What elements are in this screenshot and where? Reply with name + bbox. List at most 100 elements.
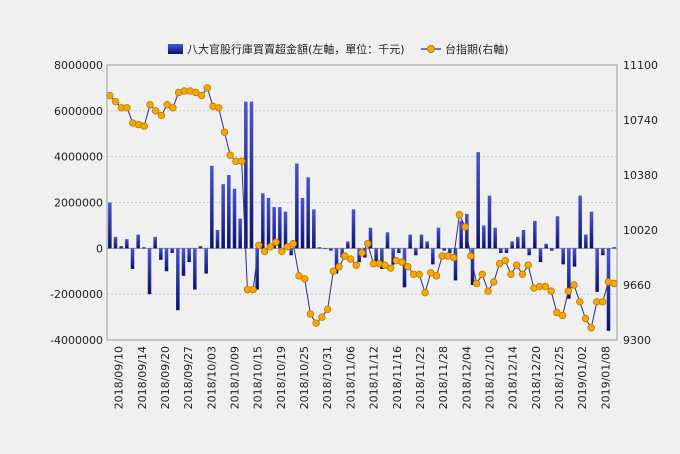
bar <box>238 218 242 249</box>
line-point <box>220 128 229 136</box>
line-point <box>495 259 504 268</box>
bar <box>419 234 424 249</box>
line-point <box>358 249 366 257</box>
line-point <box>455 211 464 219</box>
bar <box>300 197 305 249</box>
bar <box>595 248 599 292</box>
bar <box>555 216 560 249</box>
y-right-tick-label: 9300 <box>623 334 651 347</box>
legend: 八大官股行庫買賣超金額(左軸，單位：千元) 台指期(右軸) <box>168 42 509 56</box>
bar <box>255 248 259 290</box>
line-point <box>570 281 578 289</box>
bar <box>499 248 503 253</box>
bar <box>465 213 469 249</box>
x-tick-label: 2018/12/14 <box>507 346 520 409</box>
bar <box>272 207 276 249</box>
bar <box>215 230 220 249</box>
line-point <box>581 314 590 323</box>
y-left-tick-label: 4000000 <box>54 151 103 164</box>
bar <box>119 246 123 249</box>
bar <box>278 207 282 249</box>
line-point <box>449 253 458 262</box>
line-point <box>490 278 498 286</box>
x-tick-label: 2018/12/10 <box>484 346 497 409</box>
bar <box>193 248 197 290</box>
line-point <box>398 258 406 266</box>
line-point <box>289 240 297 248</box>
bar <box>550 248 554 251</box>
bar <box>601 248 605 256</box>
bar <box>351 209 356 249</box>
bar <box>334 248 339 274</box>
bar <box>176 248 180 311</box>
line-point <box>266 243 275 251</box>
bar <box>397 248 401 253</box>
bar <box>312 209 316 249</box>
bar <box>567 248 571 299</box>
bar <box>198 246 203 249</box>
bar <box>527 248 531 256</box>
bar <box>159 248 163 260</box>
line-point <box>427 269 435 277</box>
line-point <box>467 252 475 260</box>
bar <box>572 248 577 267</box>
line-point <box>323 305 332 314</box>
bar <box>323 248 327 250</box>
bar <box>459 220 463 249</box>
bar <box>516 236 520 249</box>
line-point <box>312 319 320 327</box>
line-point <box>255 241 263 249</box>
line-point <box>260 247 269 256</box>
bar <box>204 248 208 274</box>
bar <box>470 248 475 285</box>
line-point <box>163 101 171 109</box>
x-tick-label: 2019/01/02 <box>576 346 589 409</box>
bar <box>289 248 293 256</box>
line-point <box>558 311 567 320</box>
y-right-tick-label: 10740 <box>623 114 658 127</box>
bar <box>589 211 594 249</box>
axes: -4000000 -2000000 0 2000000 4000000 6000000 80… <box>50 59 658 409</box>
line-point <box>513 261 521 269</box>
line-point <box>192 88 200 97</box>
bar <box>221 184 225 249</box>
bar <box>164 248 169 272</box>
line-point <box>341 252 349 260</box>
bar <box>108 202 112 249</box>
bar <box>249 101 254 249</box>
y-right-tick-label: 10380 <box>623 169 658 182</box>
x-tick-label: 2018/10/03 <box>205 346 218 409</box>
x-tick-label: 2018/09/20 <box>159 346 172 409</box>
line-point <box>157 111 166 120</box>
line-point <box>404 262 412 271</box>
line-point <box>564 287 572 295</box>
bar <box>261 193 265 249</box>
line-point <box>352 261 360 269</box>
line-point <box>106 91 114 100</box>
line-point <box>226 151 234 159</box>
line-point <box>576 298 584 306</box>
bar <box>482 225 486 249</box>
line-point <box>215 104 223 112</box>
bar <box>425 241 429 249</box>
bar <box>606 248 611 331</box>
x-tick-label: 2018/11/28 <box>437 346 450 409</box>
bar <box>170 248 174 253</box>
line-point <box>478 270 487 279</box>
line-point <box>169 104 177 112</box>
line-point <box>203 84 211 92</box>
bar <box>431 248 435 265</box>
bar <box>113 236 118 249</box>
y-left-tick-label: -4000000 <box>50 334 103 347</box>
bar <box>340 248 344 258</box>
line-point <box>415 270 424 279</box>
line-point <box>237 157 246 165</box>
bar <box>329 248 333 251</box>
bar <box>130 248 135 269</box>
legend-bar-swatch <box>168 44 183 54</box>
bar <box>476 152 480 249</box>
legend-line-marker <box>427 45 435 53</box>
bar <box>510 241 514 249</box>
y-right-tick-label: 11100 <box>623 59 658 72</box>
line-point <box>541 282 550 291</box>
